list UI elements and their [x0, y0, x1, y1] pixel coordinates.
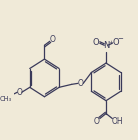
Text: O: O	[17, 88, 23, 97]
Text: O: O	[93, 38, 99, 47]
Text: O: O	[50, 35, 55, 44]
Text: −: −	[117, 36, 123, 42]
Text: O: O	[113, 38, 119, 47]
Text: O: O	[78, 79, 83, 88]
Text: CH₃: CH₃	[0, 96, 12, 102]
Text: N: N	[103, 41, 109, 50]
Text: O: O	[93, 117, 99, 126]
Text: +: +	[108, 40, 113, 45]
Text: OH: OH	[112, 117, 124, 126]
